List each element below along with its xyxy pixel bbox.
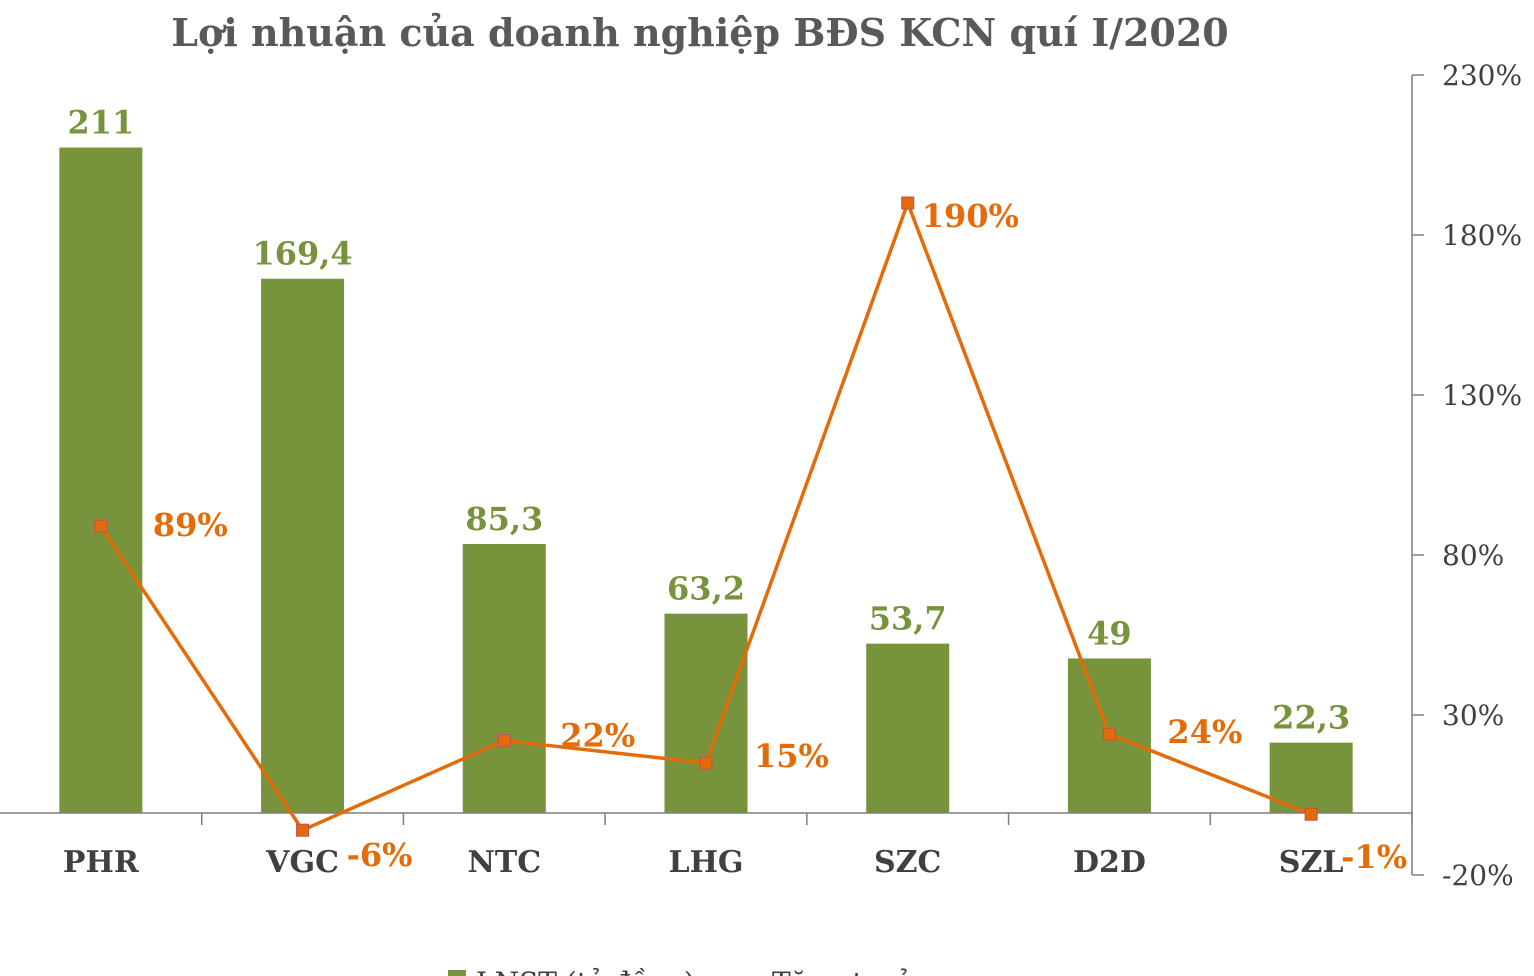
bars-layer [59, 147, 1353, 814]
growth-point-vgc [296, 823, 310, 837]
right-axis-tick-label: -20% [1442, 859, 1514, 892]
growth-point-ntc [497, 734, 511, 748]
bar-phr [59, 147, 143, 814]
right-axis-tick-label: 180% [1442, 219, 1522, 252]
category-label-vgc: VGC [265, 845, 339, 880]
bar-label-vgc: 169,4 [252, 235, 352, 273]
category-label-szl: SZL [1279, 845, 1344, 880]
legend: LNST (tỷ đồng) Tăng trưởng [448, 966, 948, 976]
growth-label-vgc: -6% [347, 836, 413, 874]
category-label-lhg: LHG [668, 845, 743, 880]
category-label-phr: PHR [63, 845, 140, 880]
right-axis-tick-label: 30% [1442, 699, 1504, 732]
bar-lhg [664, 613, 748, 813]
right-axis-tick-label: 80% [1442, 539, 1504, 572]
legend-label-bars: LNST (tỷ đồng) [476, 966, 695, 976]
growth-point-phr [94, 519, 108, 533]
labels-layer: 211 169,4 85,3 63,2 53,7 49 22,3 89% -6% 22% 15% 19… [67, 104, 1407, 877]
growth-label-szl: -1% [1341, 838, 1407, 876]
legend-entry-line: Tăng trưởng [772, 966, 948, 976]
growth-point-szc [901, 196, 915, 210]
legend-entry-bars: LNST (tỷ đồng) [448, 966, 695, 976]
bar-label-lhg: 63,2 [667, 570, 745, 608]
growth-point-szl [1304, 807, 1318, 821]
growth-label-d2d: 24% [1167, 713, 1242, 751]
bar-vgc [261, 278, 345, 813]
legend-swatch-bars [448, 970, 466, 976]
bar-label-szl: 22,3 [1272, 699, 1350, 737]
growth-label-phr: 89% [153, 506, 228, 544]
chart-title: Lợi nhuận của doanh nghiệp BĐS KCN quí I… [171, 10, 1228, 55]
bar-label-phr: 211 [67, 104, 134, 142]
axes-layer: PHR VGC NTC LHG SZC D2D SZL 230% 180% 130% 80% 30% -… [0, 59, 1522, 892]
growth-point-d2d [1102, 727, 1116, 741]
right-axis-tick-label: 130% [1442, 379, 1522, 412]
bar-szl [1269, 742, 1353, 813]
bar-label-ntc: 85,3 [465, 500, 543, 538]
growth-point-lhg [699, 756, 713, 770]
category-label-ntc: NTC [467, 845, 541, 880]
bar-label-d2d: 49 [1087, 614, 1132, 652]
legend-label-line: Tăng trưởng [772, 966, 948, 976]
right-axis-tick-label: 230% [1442, 59, 1522, 92]
category-label-szc: SZC [874, 845, 941, 880]
category-label-d2d: D2D [1073, 845, 1146, 880]
growth-label-lhg: 15% [754, 737, 829, 775]
growth-label-ntc: 22% [560, 717, 635, 755]
line-layer [94, 196, 1318, 837]
growth-label-szc: 190% [922, 197, 1019, 235]
bar-label-szc: 53,7 [869, 600, 947, 638]
bar-ntc [462, 543, 546, 813]
bar-szc [866, 643, 950, 813]
